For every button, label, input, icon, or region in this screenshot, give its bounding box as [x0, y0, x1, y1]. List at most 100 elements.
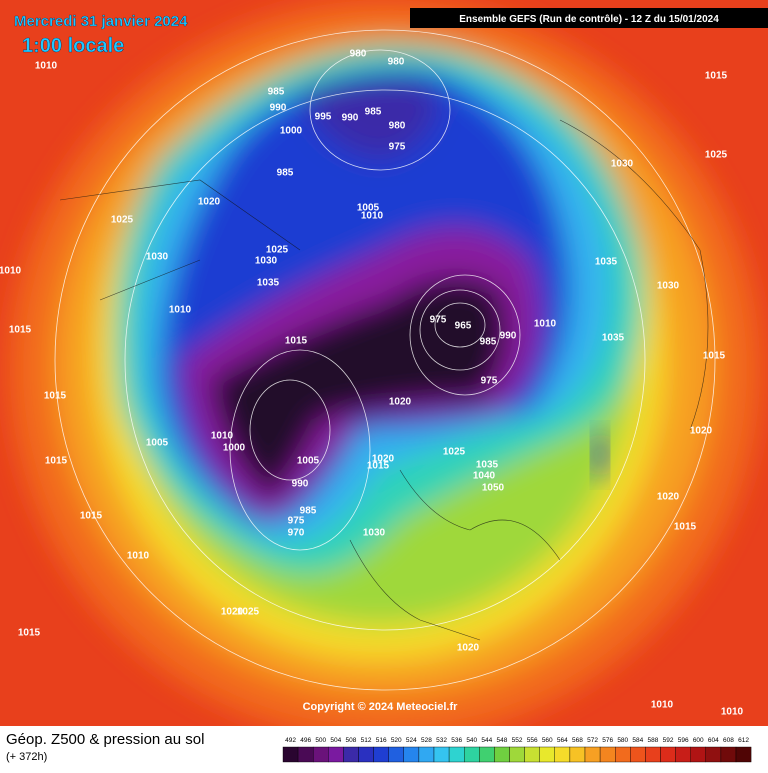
isobar-label: 1010 — [0, 266, 22, 277]
isobar-label: 1030 — [657, 281, 680, 292]
scale-swatch — [494, 746, 510, 763]
scale-label: 532 — [436, 737, 447, 744]
isobar-label: 1020 — [389, 397, 412, 408]
isobar-label: 990 — [270, 103, 287, 114]
scale-label: 496 — [300, 737, 311, 744]
isobar-label: 985 — [300, 506, 317, 517]
isobar-label: 1020 — [372, 454, 395, 465]
scale-swatch — [675, 746, 691, 763]
isobar-label: 1030 — [255, 256, 278, 267]
isobar-label: 1010 — [361, 211, 384, 222]
scale-label: 576 — [602, 737, 613, 744]
isobar-label: 1035 — [602, 333, 625, 344]
local-time: 1:00 locale — [22, 35, 124, 57]
isobar-label: 1010 — [721, 707, 744, 718]
scale-swatch — [720, 746, 737, 763]
scale-swatch — [373, 746, 389, 763]
isobar-label: 985 — [268, 87, 285, 98]
scale-swatch — [615, 746, 631, 763]
scale-swatch — [569, 746, 586, 763]
isobar-label: 1010 — [127, 551, 150, 562]
geopotential-field — [0, 0, 768, 726]
isobar-label: 975 — [288, 516, 305, 527]
scale-swatch — [539, 746, 556, 763]
isobar-label: 1040 — [473, 471, 496, 482]
isobar-label: 990 — [342, 113, 359, 124]
scale-label: 604 — [708, 737, 719, 744]
isobar-label: 1030 — [363, 528, 386, 539]
isobar-label: 1025 — [443, 447, 466, 458]
scale-swatch — [313, 746, 329, 763]
isobar-label: 975 — [481, 376, 498, 387]
isobar-label: 1015 — [285, 336, 308, 347]
isobar-label: 1015 — [9, 325, 32, 336]
scale-label: 588 — [648, 737, 659, 744]
isobar-label: 1015 — [703, 351, 726, 362]
isobar-label: 975 — [430, 315, 447, 326]
scale-swatch — [554, 746, 571, 763]
copyright: Copyright © 2024 Meteociel.fr — [303, 701, 459, 713]
isobar-label: 1010 — [169, 305, 192, 316]
scale-label: 524 — [406, 737, 417, 744]
scale-swatch — [690, 746, 707, 763]
isobar-label: 1010 — [534, 319, 557, 330]
scale-label: 584 — [632, 737, 643, 744]
isobar-label: 1010 — [651, 700, 674, 711]
scale-swatch — [297, 746, 314, 763]
isobar-label: 1030 — [611, 159, 634, 170]
scale-swatch — [282, 746, 299, 763]
run-info: Ensemble GEFS (Run de contrôle) - 12 Z d… — [459, 14, 719, 25]
scale-label: 512 — [361, 737, 372, 744]
isobar-label: 1015 — [674, 522, 697, 533]
isobar-label: 985 — [277, 168, 294, 179]
scale-label: 540 — [466, 737, 477, 744]
scale-swatch — [418, 746, 435, 763]
scale-swatch — [403, 746, 420, 763]
color-scale: 492 496 500 504 508 512 516 520 524 528 532 536 540 5… — [282, 737, 752, 763]
isobar-label: 985 — [480, 337, 497, 348]
isobar-label: 1010 — [211, 431, 234, 442]
scale-swatch — [660, 746, 676, 763]
scale-label: 504 — [330, 737, 341, 744]
isobar-label: 975 — [389, 142, 406, 153]
isobar-label: 1015 — [705, 71, 728, 82]
isobar-label: 980 — [389, 121, 406, 132]
scale-swatch — [358, 746, 374, 763]
isobar-label: 1005 — [146, 438, 169, 449]
scale-label: 500 — [315, 737, 326, 744]
scale-label: 564 — [557, 737, 568, 744]
isobar-label: 1015 — [80, 511, 103, 522]
isobar-label: 1050 — [482, 483, 505, 494]
isobar-label: 970 — [288, 528, 305, 539]
scale-swatch — [448, 746, 465, 763]
isobar-label: 985 — [365, 107, 382, 118]
scale-swatch — [433, 746, 450, 763]
scale-label: 528 — [421, 737, 432, 744]
scale-swatch — [464, 746, 480, 763]
scale-swatch — [705, 746, 722, 763]
isobar-label: 1025 — [111, 215, 134, 226]
isobar-label: 965 — [455, 321, 472, 332]
scale-label: 560 — [542, 737, 553, 744]
scale-label: 612 — [738, 737, 749, 744]
isobar-label: 1015 — [45, 456, 68, 467]
scale-label: 492 — [285, 737, 296, 744]
isobar-label: 1035 — [595, 257, 618, 268]
scale-label: 516 — [376, 737, 387, 744]
scale-swatch — [645, 746, 661, 763]
isobar-label: 1015 — [367, 461, 390, 472]
isobar-label: 990 — [292, 479, 309, 490]
isobar-label: 1035 — [476, 460, 499, 471]
isobar-label: 1025 — [266, 245, 289, 256]
scale-swatch — [599, 746, 616, 763]
scale-swatch — [509, 746, 525, 763]
scale-swatch — [388, 746, 405, 763]
isobar-label: 1020 — [221, 607, 244, 618]
scale-swatch — [328, 746, 344, 763]
scale-label: 552 — [512, 737, 523, 744]
isobar-label: 1020 — [690, 426, 713, 437]
isobar-label: 1030 — [146, 252, 169, 263]
isobar-label: 1015 — [44, 391, 67, 402]
